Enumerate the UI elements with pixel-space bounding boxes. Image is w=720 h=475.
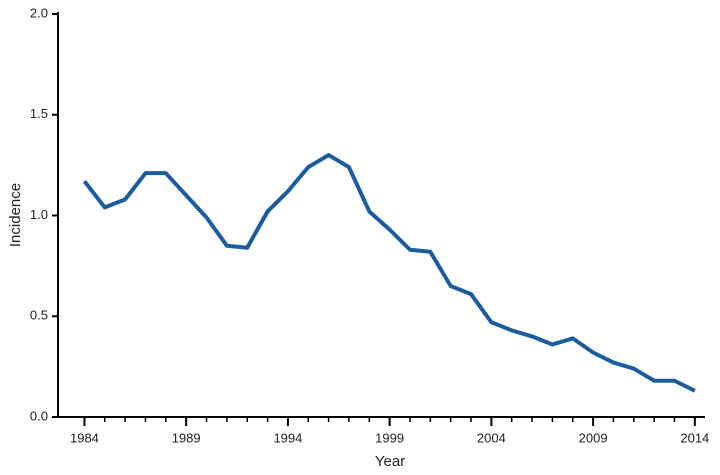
y-axis-label: Incidence: [7, 183, 24, 247]
x-tick-label: 2014: [680, 430, 709, 445]
x-tick-label: 2009: [579, 430, 608, 445]
x-tick-label: 1984: [70, 430, 99, 445]
y-tick-label: 1.5: [30, 106, 48, 121]
x-axis-label: Year: [375, 453, 405, 470]
x-tick-label: 1994: [273, 430, 302, 445]
x-tick-label: 1989: [172, 430, 201, 445]
y-tick-label: 0.0: [30, 408, 48, 423]
x-tick-label: 2004: [477, 430, 506, 445]
y-tick-label: 2.0: [30, 5, 48, 20]
x-tick-label: 1999: [375, 430, 404, 445]
y-tick-label: 1.0: [30, 207, 48, 222]
y-tick-label: 0.5: [30, 308, 48, 323]
data-line: [82, 153, 696, 393]
